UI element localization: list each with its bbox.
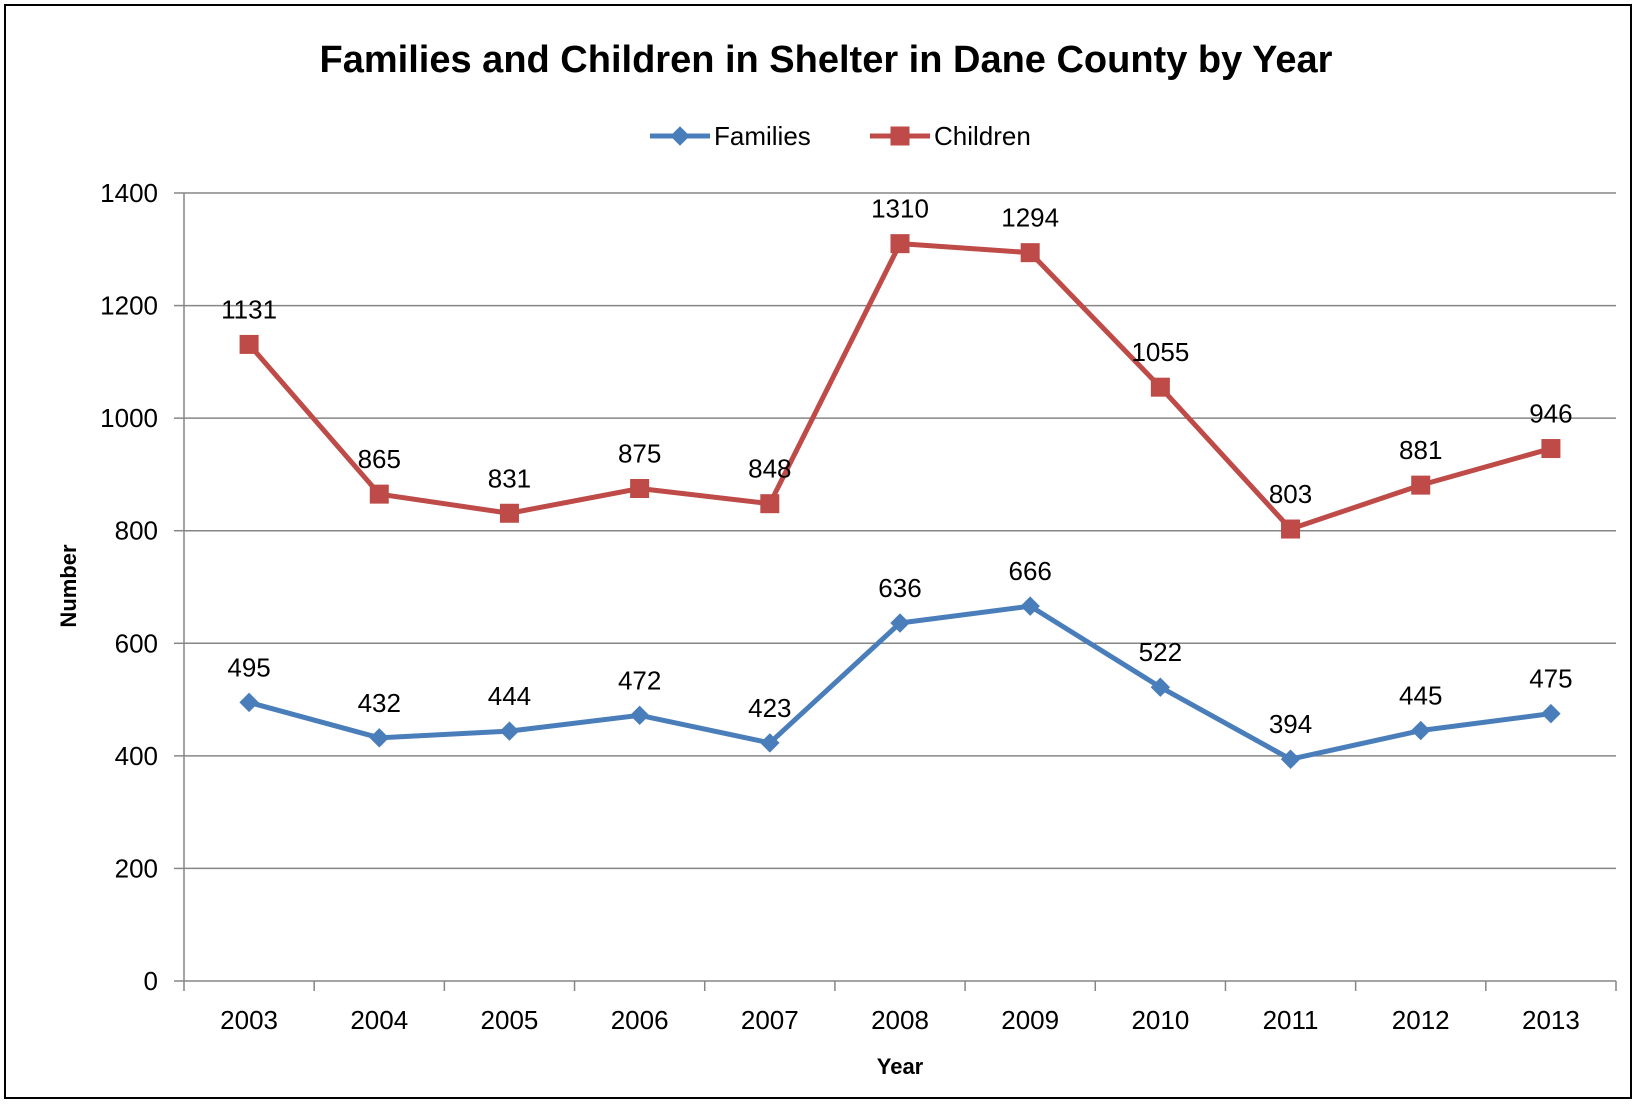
series-children: 1131 865 831 875 848 1310 1294 1055 803 881 946	[221, 194, 1573, 539]
data-label: 666	[1008, 556, 1051, 586]
data-point-marker	[1280, 749, 1301, 769]
data-point-marker	[239, 692, 259, 713]
data-point-marker	[239, 334, 259, 354]
data-label: 865	[358, 444, 401, 474]
data-point-marker	[629, 705, 650, 726]
line-chart: Families and Children in Shelter in Dane…	[56, 39, 1617, 1079]
legend-item-children: Children	[870, 121, 1031, 151]
data-label: 522	[1139, 637, 1182, 667]
y-tick-labels: 0 200 400 600 800 1000 1200 1400	[100, 178, 158, 996]
legend-item-families: Families	[650, 121, 811, 151]
data-point-marker	[499, 503, 519, 523]
chart-frame: Families and Children in Shelter in Dane…	[4, 4, 1632, 1099]
data-point-marker	[760, 494, 780, 514]
series-families: 495 432 444 472 423 636 666 522 394 445 475	[227, 556, 1573, 769]
data-point-marker	[1150, 677, 1171, 697]
data-point-marker	[1020, 243, 1040, 263]
y-tick-label: 200	[115, 853, 158, 883]
x-tick-label: 2008	[871, 1005, 929, 1035]
data-point-marker	[760, 733, 780, 753]
x-tick-labels: 2003 2004 2005 2006 2007 2008 2009 2010 2011 2012…	[220, 1005, 1580, 1035]
chart-title: Families and Children in Shelter in Dane…	[320, 39, 1333, 81]
x-tick-label: 2003	[220, 1005, 278, 1035]
y-axis-title: Number	[56, 544, 81, 628]
data-label: 445	[1399, 681, 1442, 711]
data-label: 875	[618, 439, 661, 469]
data-label: 1294	[1001, 203, 1059, 233]
axes	[174, 192, 1617, 991]
x-tick-label: 2005	[481, 1005, 539, 1035]
data-point-marker	[1020, 596, 1040, 616]
x-tick-label: 2012	[1392, 1005, 1450, 1035]
data-label: 636	[878, 573, 921, 603]
data-point-marker	[499, 721, 520, 741]
y-tick-label: 0	[144, 966, 158, 996]
data-point-marker	[1150, 377, 1170, 397]
data-point-marker	[1541, 703, 1561, 724]
legend: Families Children	[650, 121, 1031, 151]
data-label: 848	[748, 454, 791, 484]
legend-label: Families	[714, 121, 811, 151]
gridlines	[184, 192, 1616, 870]
x-axis-title: Year	[877, 1054, 924, 1079]
y-tick-label: 600	[115, 628, 158, 658]
data-label: 472	[618, 665, 661, 695]
x-tick-label: 2006	[611, 1005, 669, 1035]
data-label: 831	[488, 463, 531, 493]
data-point-marker	[1411, 720, 1431, 741]
x-tick-label: 2004	[350, 1005, 408, 1035]
data-point-marker	[670, 126, 690, 146]
data-label: 423	[748, 693, 791, 723]
data-label: 444	[488, 681, 531, 711]
y-tick-label: 1000	[100, 403, 158, 433]
data-label: 946	[1529, 399, 1572, 429]
data-point-marker	[890, 234, 910, 254]
x-tick-label: 2009	[1001, 1005, 1059, 1035]
series-line	[247, 241, 1552, 532]
data-label: 1310	[871, 194, 929, 224]
legend-label: Children	[934, 121, 1031, 151]
data-point-marker	[369, 728, 389, 748]
x-tick-label: 2011	[1263, 1005, 1319, 1035]
data-point-marker	[630, 479, 650, 498]
data-point-marker	[1411, 475, 1431, 495]
y-tick-label: 800	[115, 516, 158, 546]
data-point-marker	[1281, 519, 1301, 539]
data-label: 432	[358, 688, 401, 718]
y-tick-label: 1400	[100, 178, 158, 208]
data-label: 881	[1399, 435, 1442, 465]
data-label: 1055	[1131, 337, 1189, 367]
data-point-marker	[890, 613, 910, 633]
data-label: 1131	[221, 294, 277, 324]
y-tick-label: 1200	[100, 291, 158, 321]
y-tick-label: 400	[115, 741, 158, 771]
data-label: 803	[1269, 479, 1312, 509]
series-layer: 495 432 444 472 423 636 666 522 394 445 475 1131 865…	[221, 194, 1573, 769]
data-label: 475	[1529, 664, 1572, 694]
x-tick-label: 2013	[1522, 1005, 1580, 1035]
data-point-marker	[890, 126, 910, 146]
data-label: 394	[1269, 709, 1312, 739]
x-tick-label: 2010	[1131, 1005, 1189, 1035]
data-point-marker	[1541, 439, 1561, 459]
data-point-marker	[369, 484, 389, 504]
data-label: 495	[227, 652, 270, 682]
x-tick-label: 2007	[741, 1005, 799, 1035]
